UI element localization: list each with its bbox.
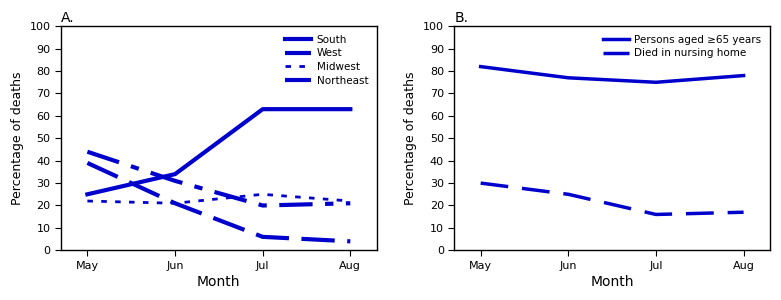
Died in nursing home — [564, 193, 573, 196]
Died in nursing home — [651, 213, 661, 216]
Persons aged ≥65 years — [651, 80, 661, 84]
Line: West: West — [87, 152, 351, 206]
Persons aged ≥65 years — [564, 76, 573, 80]
West — [83, 150, 92, 154]
Midwest — [83, 199, 92, 203]
Northeast — [258, 235, 267, 239]
Y-axis label: Percentage of deaths: Percentage of deaths — [11, 71, 24, 205]
South — [83, 193, 92, 196]
Midwest — [258, 193, 267, 196]
X-axis label: Month: Month — [590, 275, 634, 289]
Northeast — [170, 202, 180, 205]
Line: South: South — [87, 109, 351, 194]
Line: Midwest: Midwest — [87, 194, 351, 203]
South — [170, 172, 180, 176]
Line: Northeast: Northeast — [87, 163, 351, 241]
West — [258, 204, 267, 207]
Died in nursing home — [476, 181, 485, 185]
Legend: Persons aged ≥65 years, Died in nursing home: Persons aged ≥65 years, Died in nursing … — [600, 32, 765, 62]
Legend: South, West, Midwest, Northeast: South, West, Midwest, Northeast — [282, 32, 372, 89]
Died in nursing home — [739, 210, 748, 214]
West — [170, 179, 180, 183]
Y-axis label: Percentage of deaths: Percentage of deaths — [405, 71, 417, 205]
Midwest — [346, 199, 355, 203]
West — [346, 202, 355, 205]
Line: Persons aged ≥65 years: Persons aged ≥65 years — [480, 67, 744, 82]
Text: A.: A. — [61, 11, 75, 25]
South — [346, 107, 355, 111]
Text: B.: B. — [455, 11, 469, 25]
Northeast — [346, 239, 355, 243]
Persons aged ≥65 years — [476, 65, 485, 68]
South — [258, 107, 267, 111]
Persons aged ≥65 years — [739, 74, 748, 77]
Midwest — [170, 202, 180, 205]
Northeast — [83, 161, 92, 165]
Line: Died in nursing home: Died in nursing home — [480, 183, 744, 214]
X-axis label: Month: Month — [197, 275, 241, 289]
